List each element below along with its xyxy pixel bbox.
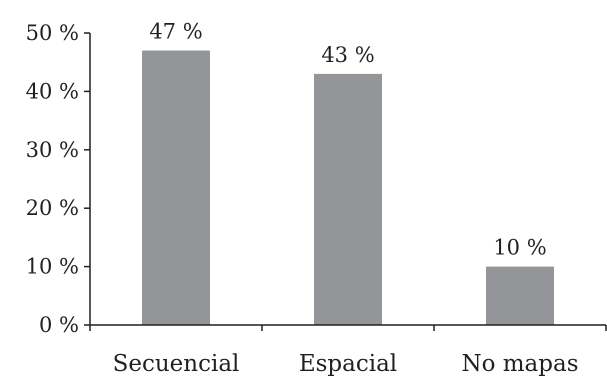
data-labels: 47 % 43 % 10 % (149, 20, 546, 260)
x-tick-label: Espacial (299, 351, 397, 377)
y-tick-label: 40 % (26, 79, 79, 103)
bars (142, 50, 554, 326)
data-label: 47 % (149, 20, 202, 44)
y-tick-label: 20 % (26, 196, 79, 220)
y-tick-label: 10 % (26, 255, 79, 279)
y-axis: 0 % 10 % 20 % 30 % 40 % 50 % (26, 21, 91, 337)
data-label: 43 % (321, 43, 374, 67)
x-axis: Secuencial Espacial No mapas (89, 324, 607, 377)
bar-no-mapas (486, 266, 554, 325)
x-tick-label: Secuencial (113, 351, 240, 377)
y-tick-label: 0 % (39, 313, 79, 337)
y-tick-label: 30 % (26, 138, 79, 162)
bar-espacial (314, 73, 382, 325)
bar-secuencial (142, 50, 210, 326)
y-tick-label: 50 % (26, 21, 79, 45)
data-label: 10 % (493, 236, 546, 260)
x-tick-label: No mapas (461, 351, 578, 377)
